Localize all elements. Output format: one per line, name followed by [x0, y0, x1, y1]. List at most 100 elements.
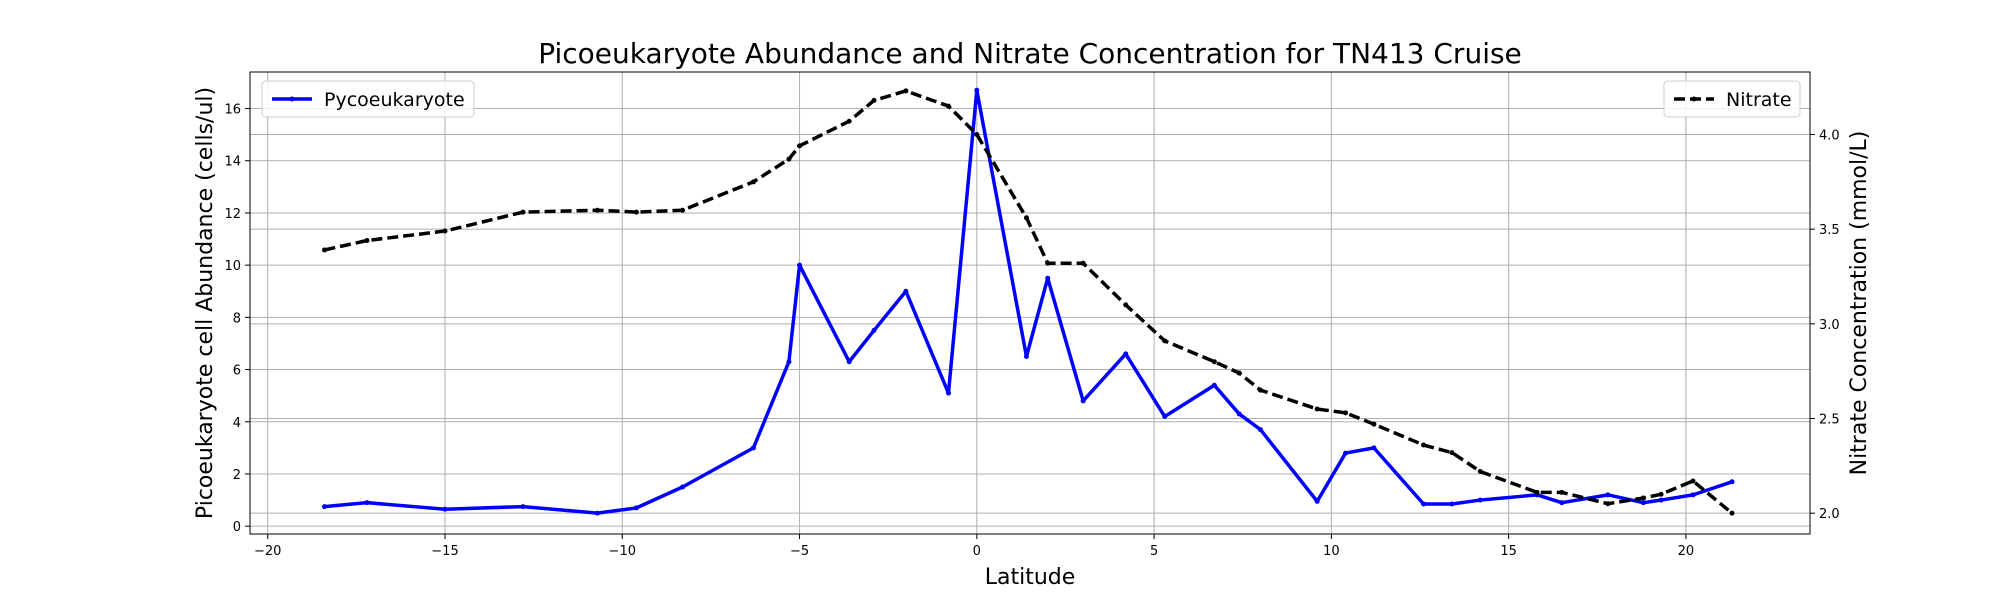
x-tick-label: 5: [1150, 544, 1158, 559]
data-point-nitrate: [750, 179, 756, 185]
x-tick-label: 10: [1323, 544, 1340, 559]
data-point-pycoeukaryote: [974, 87, 980, 93]
y-left-tick-label: 10: [224, 259, 241, 274]
legend-right: Nitrate: [1663, 80, 1801, 118]
y-left-tick-label: 0: [233, 520, 241, 535]
plot-frame: [249, 71, 1811, 535]
data-point-nitrate: [1236, 370, 1242, 376]
x-axis-ticks: −20 −15 −10 −5 0 5 10 15 20: [254, 534, 1694, 559]
data-point-nitrate: [786, 156, 792, 162]
y-left-tick-label: 6: [233, 364, 241, 379]
data-point-pycoeukaryote: [1023, 354, 1029, 360]
data-point-nitrate: [594, 207, 600, 213]
series-line-pycoeukaryote: [324, 88, 1733, 515]
data-point-pycoeukaryote: [1449, 501, 1455, 507]
y-left-tick-label: 12: [224, 207, 241, 222]
data-point-nitrate: [1257, 387, 1263, 393]
y-right-tick-label: 2.0: [1819, 507, 1840, 522]
data-point-pycoeukaryote: [1421, 501, 1427, 507]
y-left-tick-label: 2: [233, 468, 241, 483]
data-point-pycoeukaryote: [1605, 492, 1611, 498]
data-point-pycoeukaryote: [321, 504, 327, 510]
data-point-nitrate: [1123, 302, 1129, 308]
y-left-tick-label: 16: [224, 103, 241, 118]
y-right-tick-label: 3.5: [1819, 223, 1840, 238]
data-point-pycoeukaryote: [680, 484, 686, 490]
grid-lines: [250, 72, 1810, 534]
legend-left: Pycoeukaryote: [261, 80, 475, 118]
data-point-pycoeukaryote: [633, 505, 639, 511]
data-point-nitrate: [974, 131, 980, 137]
data-point-pycoeukaryote: [364, 500, 370, 506]
data-point-nitrate: [1023, 215, 1029, 221]
data-point-pycoeukaryote: [1162, 414, 1168, 420]
data-point-nitrate: [442, 228, 448, 234]
data-point-pycoeukaryote: [1559, 500, 1565, 506]
data-point-nitrate: [903, 88, 909, 94]
data-point-pycoeukaryote: [1211, 382, 1217, 388]
data-point-pycoeukaryote: [1343, 450, 1349, 456]
data-point-pycoeukaryote: [1477, 497, 1483, 503]
data-point-nitrate: [1534, 489, 1540, 495]
y-left-axis-label: Picoeukaryote cell Abundance (cells/ul): [193, 87, 218, 519]
chart-title: Picoeukaryote Abundance and Nitrate Conc…: [538, 37, 1522, 70]
y-left-tick-label: 8: [233, 311, 241, 326]
data-point-nitrate: [1314, 406, 1320, 412]
data-point-pycoeukaryote: [797, 262, 803, 268]
data-point-nitrate: [1559, 489, 1565, 495]
data-point-nitrate: [1162, 338, 1168, 344]
y-left-tick-label: 4: [233, 416, 241, 431]
data-point-nitrate: [1640, 495, 1646, 501]
y-left-axis-ticks: 0 2 4 6 8 10 12 14 16: [224, 103, 250, 535]
data-point-pycoeukaryote: [442, 506, 448, 512]
data-point-nitrate: [797, 143, 803, 149]
data-point-pycoeukaryote: [1690, 492, 1696, 498]
data-point-pycoeukaryote: [945, 390, 951, 396]
data-point-nitrate: [633, 209, 639, 215]
data-point-nitrate: [871, 97, 877, 103]
legend-right-box: [1663, 80, 1801, 118]
data-point-pycoeukaryote: [1236, 411, 1242, 417]
data-point-pycoeukaryote: [871, 327, 877, 333]
data-point-nitrate: [1045, 260, 1051, 266]
y-right-tick-label: 4.0: [1819, 128, 1840, 143]
x-tick-label: 15: [1500, 544, 1517, 559]
data-point-nitrate: [364, 238, 370, 244]
y-right-tick-label: 2.5: [1819, 413, 1840, 428]
series-line-nitrate: [324, 89, 1734, 515]
x-tick-label: −15: [431, 544, 458, 559]
data-point-pycoeukaryote: [1371, 445, 1377, 451]
data-point-nitrate: [680, 207, 686, 213]
data-point-nitrate: [1690, 478, 1696, 484]
data-point-nitrate: [520, 209, 526, 215]
data-point-nitrate: [945, 103, 951, 109]
data-point-pycoeukaryote: [786, 359, 792, 365]
data-point-nitrate: [321, 247, 327, 253]
x-tick-label: 20: [1678, 544, 1695, 559]
series-layer: [321, 87, 1735, 516]
data-point-pycoeukaryote: [750, 445, 756, 451]
data-point-nitrate: [1343, 410, 1349, 416]
data-point-nitrate: [1211, 359, 1217, 365]
data-point-pycoeukaryote: [1729, 479, 1735, 485]
data-point-pycoeukaryote: [1123, 351, 1129, 357]
data-point-pycoeukaryote: [520, 504, 526, 510]
x-tick-label: 0: [973, 544, 981, 559]
legend-left-box: [261, 80, 475, 118]
data-point-pycoeukaryote: [1257, 427, 1263, 433]
data-point-pycoeukaryote: [1045, 275, 1051, 281]
data-point-nitrate: [1605, 501, 1611, 507]
y-right-axis-ticks: 2.0 2.5 3.0 3.5 4.0: [1810, 128, 1840, 522]
legend-right-label: Nitrate: [1726, 89, 1792, 111]
data-point-nitrate: [1729, 510, 1735, 516]
data-point-pycoeukaryote: [1658, 497, 1664, 503]
data-point-nitrate: [1421, 442, 1427, 448]
y-left-tick-label: 14: [224, 155, 241, 170]
x-axis-label: Latitude: [985, 565, 1076, 590]
x-tick-label: −20: [254, 544, 281, 559]
data-point-nitrate: [1080, 260, 1086, 266]
data-point-nitrate: [1477, 469, 1483, 475]
y-right-axis-label: Nitrate Concentration (mmol/L): [1847, 131, 1872, 476]
legend-right-marker: [1691, 96, 1697, 102]
